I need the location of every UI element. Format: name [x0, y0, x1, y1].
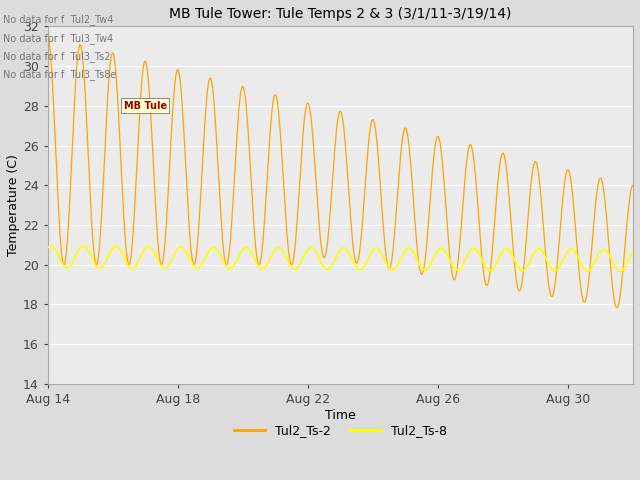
Text: No data for f  Tul3_Tw4: No data for f Tul3_Tw4 — [3, 33, 113, 44]
X-axis label: Time: Time — [325, 409, 356, 422]
Text: No data for f  Tul3_Ts2: No data for f Tul3_Ts2 — [3, 51, 111, 62]
Text: MB Tule: MB Tule — [124, 100, 167, 110]
Y-axis label: Temperature (C): Temperature (C) — [7, 154, 20, 256]
Title: MB Tule Tower: Tule Temps 2 & 3 (3/1/11-3/19/14): MB Tule Tower: Tule Temps 2 & 3 (3/1/11-… — [169, 7, 511, 21]
Text: No data for f  Tul3_Ts8e: No data for f Tul3_Ts8e — [3, 69, 116, 80]
Legend: Tul2_Ts-2, Tul2_Ts-8: Tul2_Ts-2, Tul2_Ts-8 — [228, 419, 452, 442]
Text: No data for f  Tul2_Tw4: No data for f Tul2_Tw4 — [3, 14, 113, 25]
